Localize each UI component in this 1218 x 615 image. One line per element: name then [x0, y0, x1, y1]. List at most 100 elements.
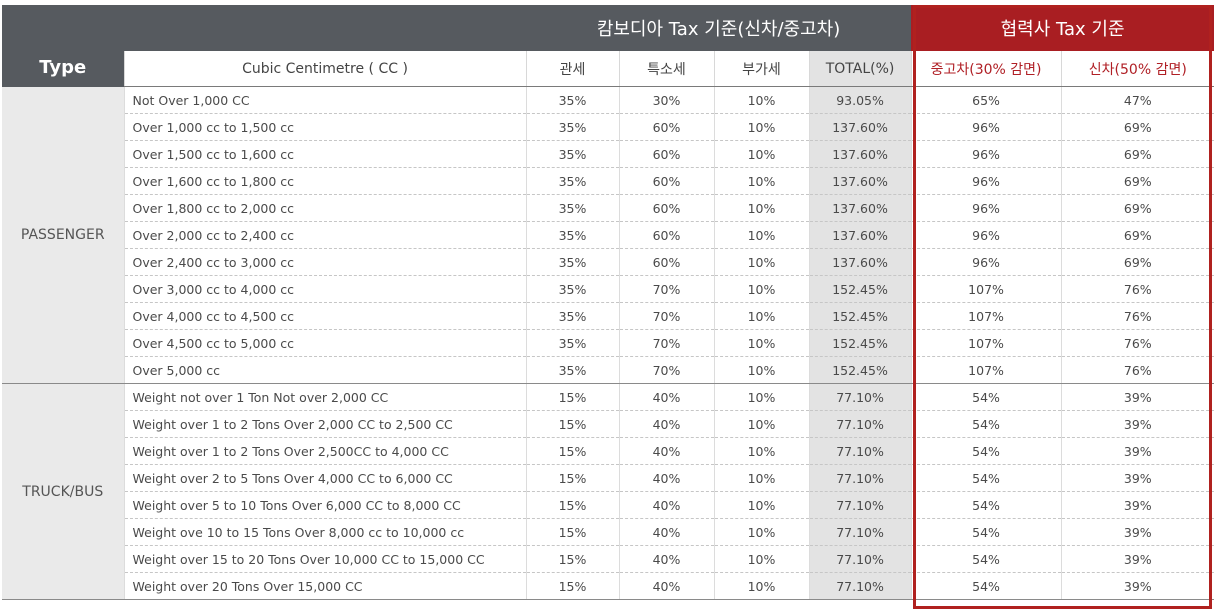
used-car-rate-cell: 96%: [910, 221, 1062, 249]
vat-cell: 10%: [713, 464, 809, 492]
customs-cell: 35%: [525, 86, 619, 114]
cc-cell: Over 3,000 cc to 4,000 cc: [123, 275, 526, 303]
used-car-rate-cell: 54%: [910, 464, 1062, 492]
total-cell: 77.10%: [808, 383, 912, 411]
new-car-rate-cell: 39%: [1060, 491, 1215, 519]
special-tax-cell: 70%: [618, 302, 714, 330]
customs-cell: 15%: [525, 383, 619, 411]
table-row: Over 2,000 cc to 2,400 cc 35% 60% 10% 137.60…: [2, 221, 1215, 249]
cc-cell: Over 1,800 cc to 2,000 cc: [123, 194, 526, 222]
used-car-rate-cell: 96%: [910, 194, 1062, 222]
table-row: Over 2,400 cc to 3,000 cc 35% 60% 10% 137.60…: [2, 248, 1215, 276]
used-car-rate-cell: 96%: [910, 113, 1062, 141]
used-car-rate-cell: 107%: [910, 329, 1062, 357]
cc-column-header: Cubic Centimetre ( CC ): [123, 51, 526, 87]
vehicle-type-cell: TRUCK/BUS: [2, 383, 124, 600]
customs-cell: 35%: [525, 275, 619, 303]
cc-cell: Over 2,000 cc to 2,400 cc: [123, 221, 526, 249]
vat-cell: 10%: [713, 356, 809, 384]
vat-cell: 10%: [713, 167, 809, 195]
new-car-rate-cell: 69%: [1060, 248, 1215, 276]
table-row: Weight over 20 Tons Over 15,000 CC 15% 40%…: [2, 572, 1215, 600]
total-cell: 152.45%: [808, 329, 912, 357]
table-row: Over 3,000 cc to 4,000 cc 35% 70% 10% 152.45…: [2, 275, 1215, 303]
total-cell: 137.60%: [808, 248, 912, 276]
total-cell: 152.45%: [808, 356, 912, 384]
customs-cell: 35%: [525, 221, 619, 249]
used-car-rate-cell: 54%: [910, 518, 1062, 546]
cc-cell: Over 5,000 cc: [123, 356, 526, 384]
customs-cell: 15%: [525, 464, 619, 492]
customs-cell: 35%: [525, 329, 619, 357]
vat-cell: 10%: [713, 383, 809, 411]
table-row: Over 4,000 cc to 4,500 cc 35% 70% 10% 152.45…: [2, 302, 1215, 330]
customs-cell: 35%: [525, 356, 619, 384]
vat-cell: 10%: [713, 248, 809, 276]
customs-cell: 15%: [525, 437, 619, 465]
vat-column-header: 부가세: [713, 51, 809, 87]
special-tax-cell: 40%: [618, 437, 714, 465]
table-row: Weight over 1 to 2 Tons Over 2,000 CC to…: [2, 410, 1215, 438]
used-car-rate-cell: 54%: [910, 383, 1062, 411]
cc-cell: Weight ove 10 to 15 Tons Over 8,000 cc t…: [123, 518, 526, 546]
special-tax-cell: 40%: [618, 491, 714, 519]
cc-cell: Not Over 1,000 CC: [123, 86, 526, 114]
total-cell: 77.10%: [808, 464, 912, 492]
total-cell: 137.60%: [808, 194, 912, 222]
vat-cell: 10%: [713, 518, 809, 546]
special-tax-cell: 40%: [618, 410, 714, 438]
tax-rate-table: Type 캄보디아 Tax 기준(신차/중고차) 협력사 Tax 기준 Cubi…: [2, 5, 1215, 600]
table-row: Over 1,500 cc to 1,600 cc 35% 60% 10% 137.60…: [2, 140, 1215, 168]
vat-cell: 10%: [713, 194, 809, 222]
new-car-rate-cell: 39%: [1060, 383, 1215, 411]
cc-cell: Over 2,400 cc to 3,000 cc: [123, 248, 526, 276]
table-row: Weight over 2 to 5 Tons Over 4,000 CC to…: [2, 464, 1215, 492]
customs-cell: 35%: [525, 302, 619, 330]
special-tax-cell: 40%: [618, 518, 714, 546]
total-cell: 152.45%: [808, 275, 912, 303]
special-tax-cell: 60%: [618, 194, 714, 222]
header-spacer: [124, 5, 526, 51]
cc-cell: Over 1,500 cc to 1,600 cc: [123, 140, 526, 168]
total-cell: 137.60%: [808, 221, 912, 249]
table-header: Type 캄보디아 Tax 기준(신차/중고차) 협력사 Tax 기준 Cubi…: [2, 5, 1215, 87]
special-tax-cell: 60%: [618, 248, 714, 276]
special-tax-cell: 60%: [618, 140, 714, 168]
special-tax-cell: 40%: [618, 545, 714, 573]
vat-cell: 10%: [713, 545, 809, 573]
special-tax-cell: 60%: [618, 113, 714, 141]
special-tax-cell: 60%: [618, 167, 714, 195]
new-car-rate-cell: 76%: [1060, 329, 1215, 357]
cc-cell: Over 1,000 cc to 1,500 cc: [123, 113, 526, 141]
cambodia-tax-group-header: 캄보디아 Tax 기준(신차/중고차): [526, 5, 912, 51]
table-row: Over 1,600 cc to 1,800 cc 35% 60% 10% 137.60…: [2, 167, 1215, 195]
total-cell: 77.10%: [808, 491, 912, 519]
partner-tax-group-header: 협력사 Tax 기준: [911, 5, 1215, 51]
customs-column-header: 관세: [525, 51, 619, 87]
used-car-rate-cell: 96%: [910, 167, 1062, 195]
new-car-rate-cell: 69%: [1060, 221, 1215, 249]
table-row: Over 1,800 cc to 2,000 cc 35% 60% 10% 137.60…: [2, 194, 1215, 222]
used-car-rate-cell: 54%: [910, 491, 1062, 519]
customs-cell: 15%: [525, 518, 619, 546]
table-row: Weight over 1 to 2 Tons Over 2,500CC to …: [2, 437, 1215, 465]
vat-cell: 10%: [713, 275, 809, 303]
special-tax-cell: 30%: [618, 86, 714, 114]
new-car-rate-cell: 39%: [1060, 437, 1215, 465]
total-cell: 152.45%: [808, 302, 912, 330]
used-car-rate-cell: 96%: [910, 140, 1062, 168]
new-car-rate-cell: 39%: [1060, 410, 1215, 438]
new-car-rate-cell: 69%: [1060, 140, 1215, 168]
special-tax-cell: 70%: [618, 356, 714, 384]
used-car-rate-cell: 54%: [910, 572, 1062, 600]
used-car-column-header: 중고차(30% 감면): [910, 51, 1062, 87]
vat-cell: 10%: [713, 410, 809, 438]
customs-cell: 35%: [525, 167, 619, 195]
new-car-rate-cell: 39%: [1060, 545, 1215, 573]
vat-cell: 10%: [713, 113, 809, 141]
table-row: TRUCK/BUS Weight not over 1 Ton Not over …: [2, 383, 1215, 600]
total-cell: 77.10%: [808, 437, 912, 465]
special-tax-cell: 70%: [618, 329, 714, 357]
vat-cell: 10%: [713, 572, 809, 600]
